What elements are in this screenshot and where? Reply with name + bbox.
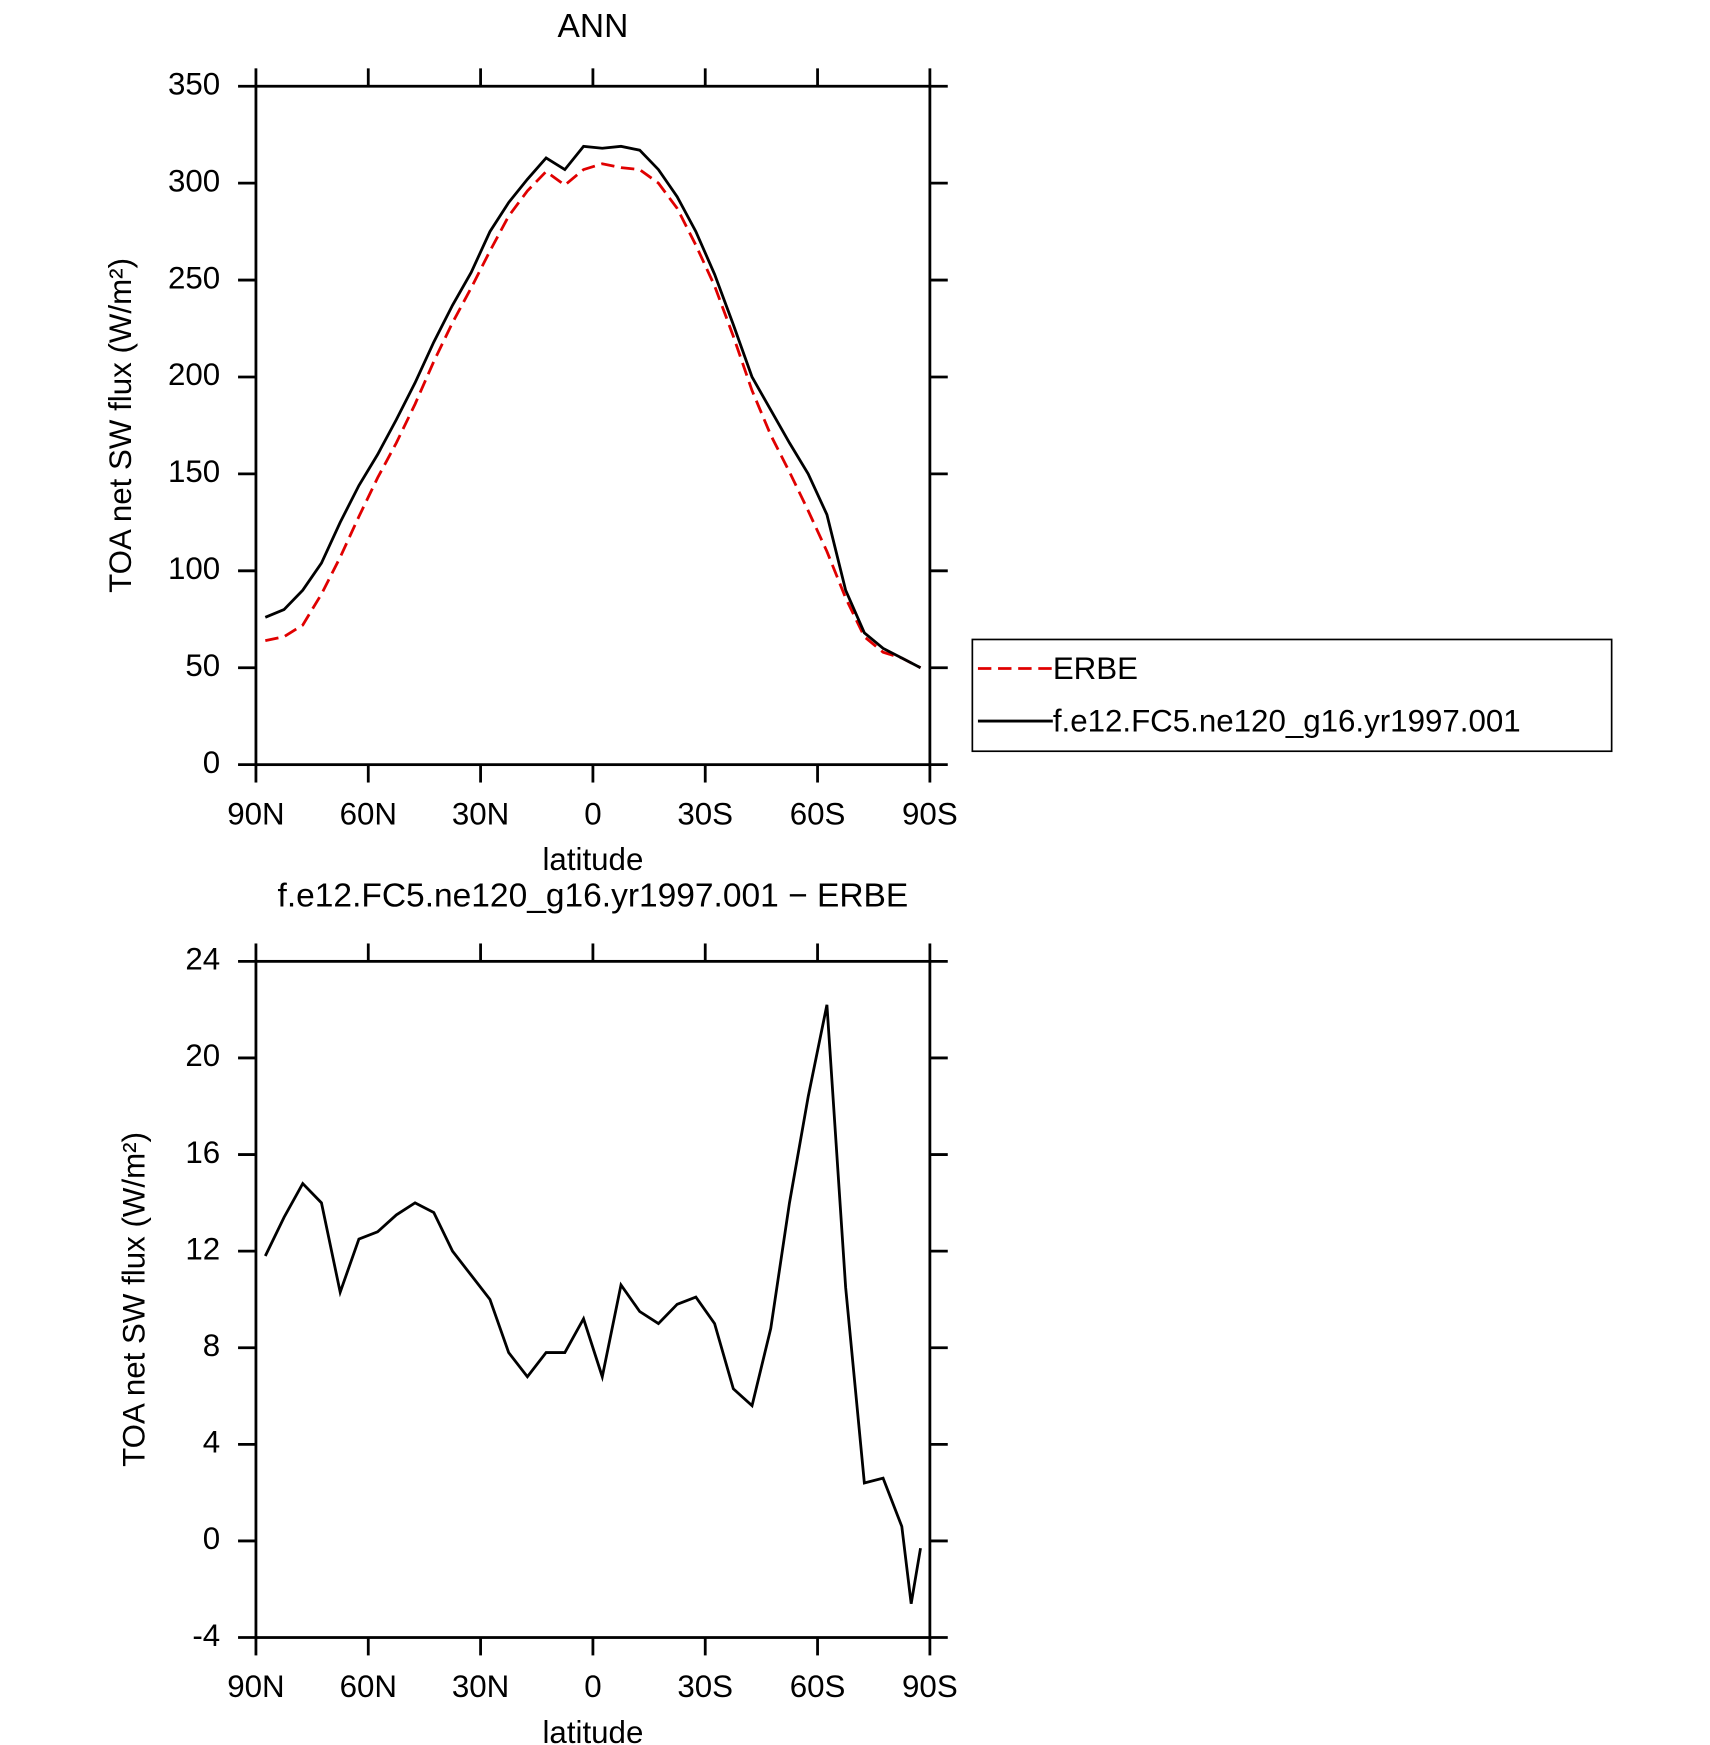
y-tick-label: 24: [185, 942, 220, 977]
y-tick-label: 12: [185, 1231, 220, 1266]
y-tick-label: 8: [203, 1328, 220, 1363]
y-tick-label: 250: [168, 260, 220, 295]
y-tick-label: 16: [185, 1135, 220, 1170]
plot-frame: [254, 959, 932, 1639]
y-axis-label: TOA net SW flux (W/m²): [117, 1132, 152, 1467]
x-tick-label: 90S: [902, 1669, 958, 1704]
x-tick-label: 30N: [452, 796, 509, 831]
legend-label: ERBE: [1053, 651, 1138, 686]
data-line: [265, 162, 922, 669]
y-tick-label: 200: [168, 357, 220, 392]
y-tick-label: 100: [168, 551, 220, 586]
plot-frame: [254, 84, 932, 767]
chart-title: f.e12.FC5.ne120_g16.yr1997.001 − ERBE: [278, 878, 909, 915]
x-tick-label: 60S: [790, 796, 846, 831]
x-axis-label: latitude: [542, 1715, 643, 1745]
x-axis-label: latitude: [542, 842, 643, 877]
y-tick-label: 50: [185, 648, 220, 683]
data-line: [264, 1004, 922, 1604]
x-tick-label: 60S: [790, 1669, 846, 1704]
x-tick-label: 0: [584, 1669, 601, 1704]
x-tick-label: 90N: [227, 1669, 284, 1704]
x-tick-label: 30N: [452, 1669, 509, 1704]
data-line: [264, 144, 922, 669]
chart-title: ANN: [558, 8, 629, 45]
y-tick-label: -4: [192, 1618, 220, 1653]
x-tick-label: 60N: [340, 796, 397, 831]
y-tick-label: 350: [168, 67, 220, 102]
x-tick-label: 30S: [677, 1669, 733, 1704]
y-tick-label: 0: [203, 1521, 220, 1556]
y-tick-label: 0: [203, 745, 220, 780]
legend-box: [971, 638, 1613, 753]
y-tick-label: 150: [168, 454, 220, 489]
y-axis-label: TOA net SW flux (W/m²): [103, 258, 138, 593]
y-tick-label: 300: [168, 163, 220, 198]
x-tick-label: 60N: [340, 1669, 397, 1704]
y-tick-label: 4: [203, 1425, 220, 1460]
x-tick-label: 90S: [902, 796, 958, 831]
x-tick-label: 90N: [227, 796, 284, 831]
legend-label: f.e12.FC5.ne120_g16.yr1997.001: [1053, 704, 1521, 739]
x-tick-label: 30S: [677, 796, 733, 831]
y-tick-label: 20: [185, 1038, 220, 1073]
x-tick-label: 0: [584, 796, 601, 831]
